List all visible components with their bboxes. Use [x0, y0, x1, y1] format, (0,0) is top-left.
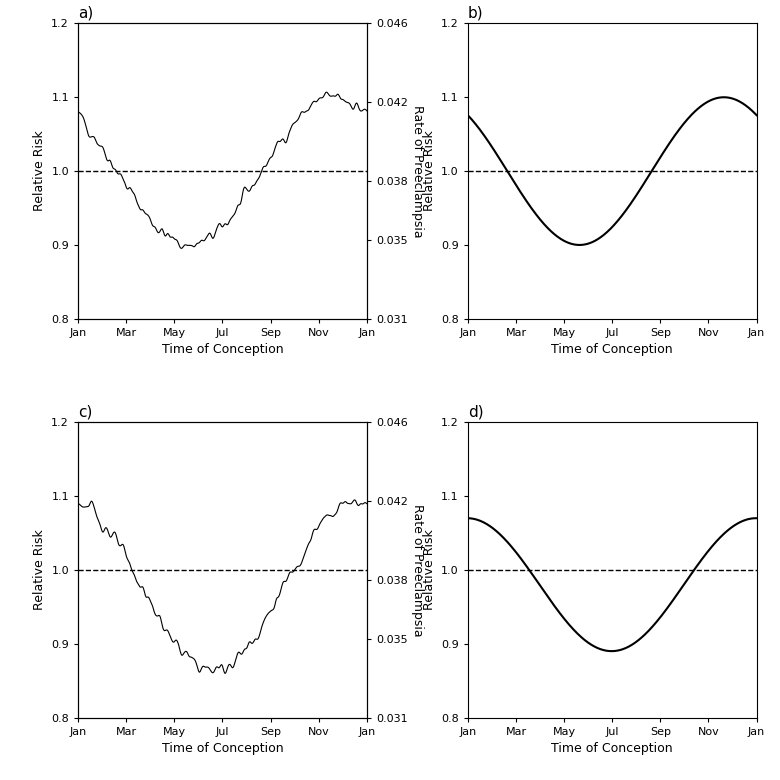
X-axis label: Time of Conception: Time of Conception — [161, 743, 283, 755]
Text: c): c) — [78, 405, 92, 420]
Y-axis label: Relative Risk: Relative Risk — [33, 131, 46, 211]
Y-axis label: Relative Risk: Relative Risk — [423, 131, 435, 211]
X-axis label: Time of Conception: Time of Conception — [551, 343, 673, 356]
X-axis label: Time of Conception: Time of Conception — [161, 343, 283, 356]
Text: d): d) — [468, 405, 484, 420]
Text: b): b) — [468, 5, 484, 21]
Y-axis label: Rate of Preeclampsia: Rate of Preeclampsia — [411, 105, 424, 237]
Y-axis label: Relative Risk: Relative Risk — [423, 530, 435, 610]
Y-axis label: Rate of Preeclampsia: Rate of Preeclampsia — [411, 504, 424, 636]
Y-axis label: Relative Risk: Relative Risk — [33, 530, 46, 610]
X-axis label: Time of Conception: Time of Conception — [551, 743, 673, 755]
Text: a): a) — [78, 5, 94, 21]
